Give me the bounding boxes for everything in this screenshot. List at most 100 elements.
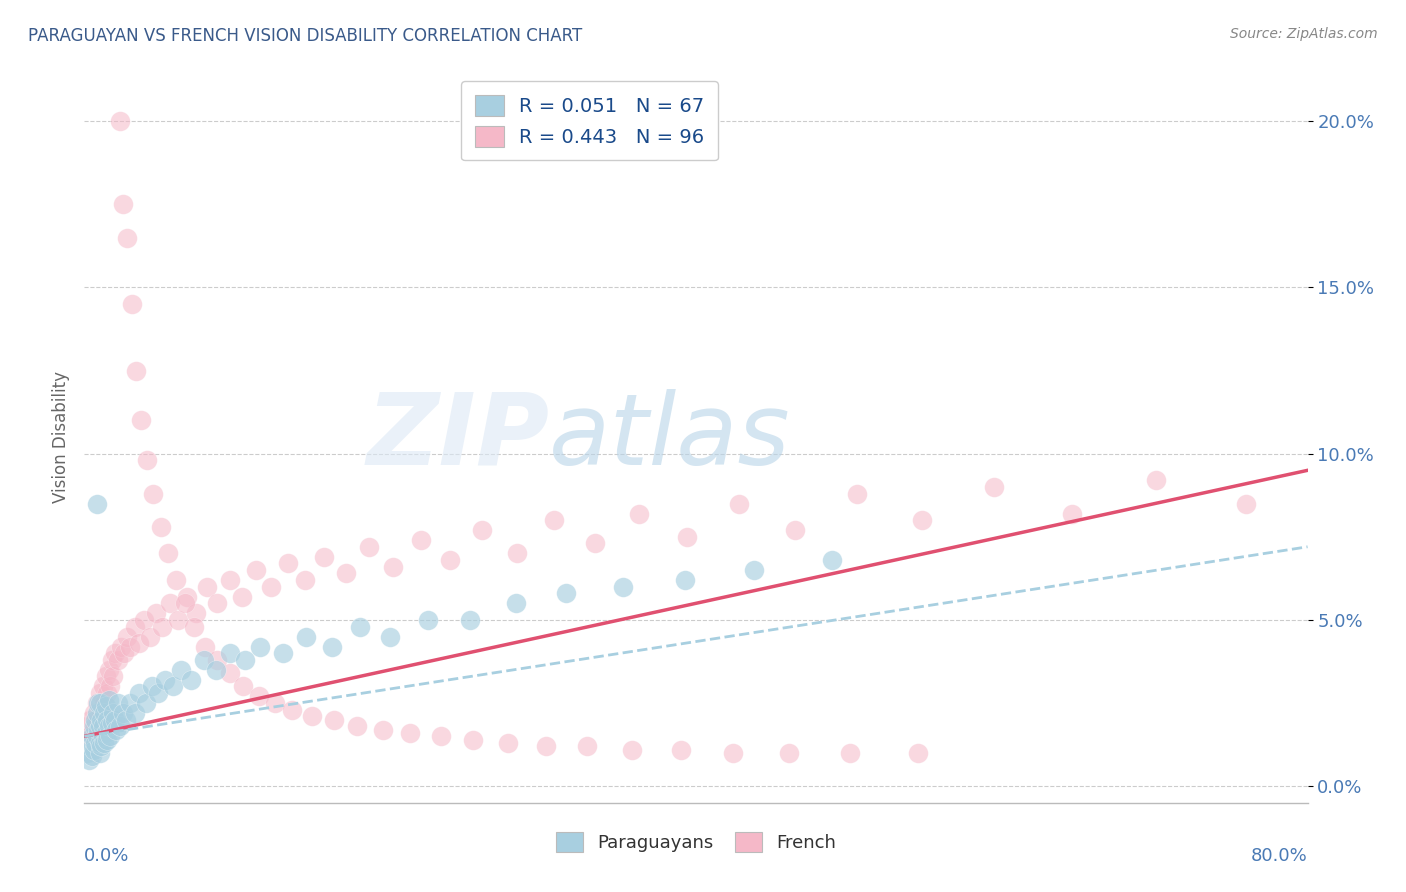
Point [439,553,461,567]
Point [87,723,110,737]
Point [264,696,287,710]
Point [628,507,651,521]
Point [84,719,107,733]
Point [86,497,108,511]
Point [534,739,557,754]
Point [94,699,117,714]
Point [93,706,115,720]
Point [218,666,240,681]
Point [83,706,105,720]
Point [496,736,519,750]
Point [141,680,163,694]
Point [461,732,484,747]
Point [721,746,744,760]
Point [207,653,229,667]
Point [576,739,599,754]
Point [907,746,929,760]
Point [111,706,134,720]
Point [612,580,634,594]
Point [380,630,402,644]
Point [247,690,270,704]
Point [218,646,240,660]
Point [76,719,98,733]
Point [155,673,177,687]
Point [115,230,138,244]
Point [277,557,299,571]
Point [101,653,124,667]
Point [742,563,765,577]
Point [321,640,343,654]
Point [233,653,256,667]
Point [89,696,111,710]
Point [90,739,112,754]
Point [84,736,107,750]
Point [505,596,527,610]
Text: atlas: atlas [550,389,790,485]
Text: ZIP: ZIP [366,389,550,485]
Point [399,726,422,740]
Point [105,723,128,737]
Point [727,497,749,511]
Point [90,713,112,727]
Point [271,646,294,660]
Point [110,640,132,654]
Point [322,713,344,727]
Point [79,739,101,754]
Point [194,640,217,654]
Point [83,719,105,733]
Point [132,613,155,627]
Point [382,559,405,574]
Point [125,363,148,377]
Point [295,630,318,644]
Point [207,596,229,610]
Point [145,607,167,621]
Point [114,713,136,727]
Point [821,553,844,567]
Point [111,197,134,211]
Point [139,630,162,644]
Point [149,520,172,534]
Point [115,630,138,644]
Point [87,696,110,710]
Point [174,596,197,610]
Point [162,680,184,694]
Point [231,590,253,604]
Text: Source: ZipAtlas.com: Source: ZipAtlas.com [1230,27,1378,41]
Point [80,729,103,743]
Point [128,636,150,650]
Point [97,663,120,677]
Point [89,736,111,750]
Point [314,549,336,564]
Point [205,663,228,677]
Point [135,696,157,710]
Y-axis label: Vision Disability: Vision Disability [52,371,70,503]
Point [166,613,188,627]
Text: 0.0%: 0.0% [84,847,129,864]
Point [86,729,108,743]
Point [458,613,481,627]
Point [165,573,187,587]
Point [84,713,107,727]
Point [620,742,643,756]
Point [673,573,696,587]
Point [83,742,105,756]
Point [429,729,451,743]
Point [112,646,135,660]
Point [86,696,108,710]
Point [839,746,862,760]
Point [150,619,173,633]
Point [96,686,118,700]
Point [108,719,131,733]
Text: 80.0%: 80.0% [1251,847,1308,864]
Point [91,729,114,743]
Point [249,640,271,654]
Point [218,573,240,587]
Point [349,619,371,633]
Point [89,719,111,733]
Point [146,686,169,700]
Point [371,723,394,737]
Point [104,646,127,660]
Point [506,546,529,560]
Point [124,706,146,720]
Point [983,480,1005,494]
